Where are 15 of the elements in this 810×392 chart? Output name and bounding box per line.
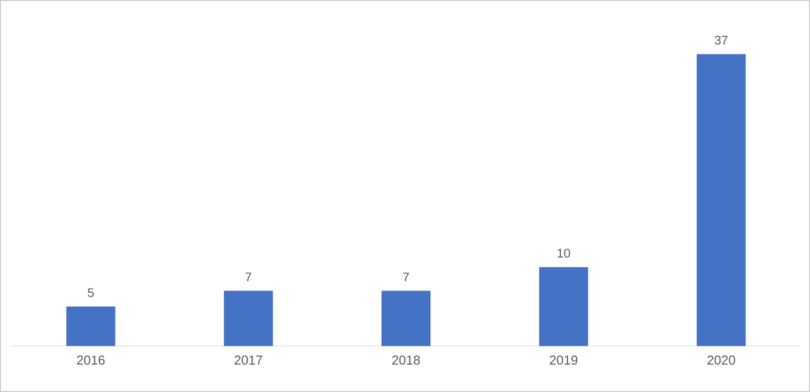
data-label: 7: [403, 272, 409, 282]
bar: [382, 290, 431, 346]
data-label: 37: [714, 36, 728, 45]
data-label: 7: [246, 272, 252, 282]
x-tick-label: 2019: [550, 356, 578, 365]
x-tick-label: 2018: [392, 356, 420, 365]
bar: [224, 290, 273, 346]
x-tick-label: 2020: [707, 356, 736, 365]
x-tick-label: 2017: [234, 356, 262, 365]
x-tick-label: 2016: [77, 356, 105, 365]
bar: [696, 54, 746, 346]
bar: [66, 306, 116, 346]
bar: [539, 267, 588, 346]
data-label: 10: [558, 248, 570, 258]
data-label: 5: [88, 288, 94, 298]
